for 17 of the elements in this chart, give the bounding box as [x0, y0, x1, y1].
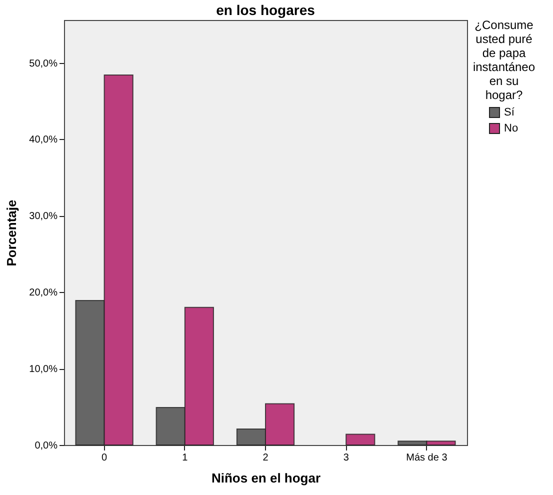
y-tick-label: 10,0% — [29, 364, 58, 376]
x-axis-title: Niños en el hogar — [211, 470, 321, 486]
y-axis-title: Porcentaje — [4, 200, 20, 266]
x-tick-label: 3 — [343, 452, 350, 464]
x-tick-label: 1 — [182, 452, 188, 464]
y-tick-label: 20,0% — [29, 288, 58, 299]
y-tick-label: 0,0% — [34, 440, 58, 452]
legend-label: Sí — [504, 106, 516, 118]
x-tick-label: 0 — [102, 452, 108, 464]
y-tick-label: 50,0% — [29, 58, 58, 70]
legend-title: ¿Consume usted puré de papa instantáneo en su hogar? — [472, 18, 536, 102]
x-tick-label: 2 — [262, 452, 269, 464]
chart-title: en los hogares — [216, 2, 316, 18]
y-tick-label: 40,0% — [29, 134, 58, 146]
y-tick-label: 30,0% — [29, 211, 58, 222]
legend-label: No — [504, 122, 518, 134]
x-tick-label: Más de 3 — [406, 452, 448, 464]
